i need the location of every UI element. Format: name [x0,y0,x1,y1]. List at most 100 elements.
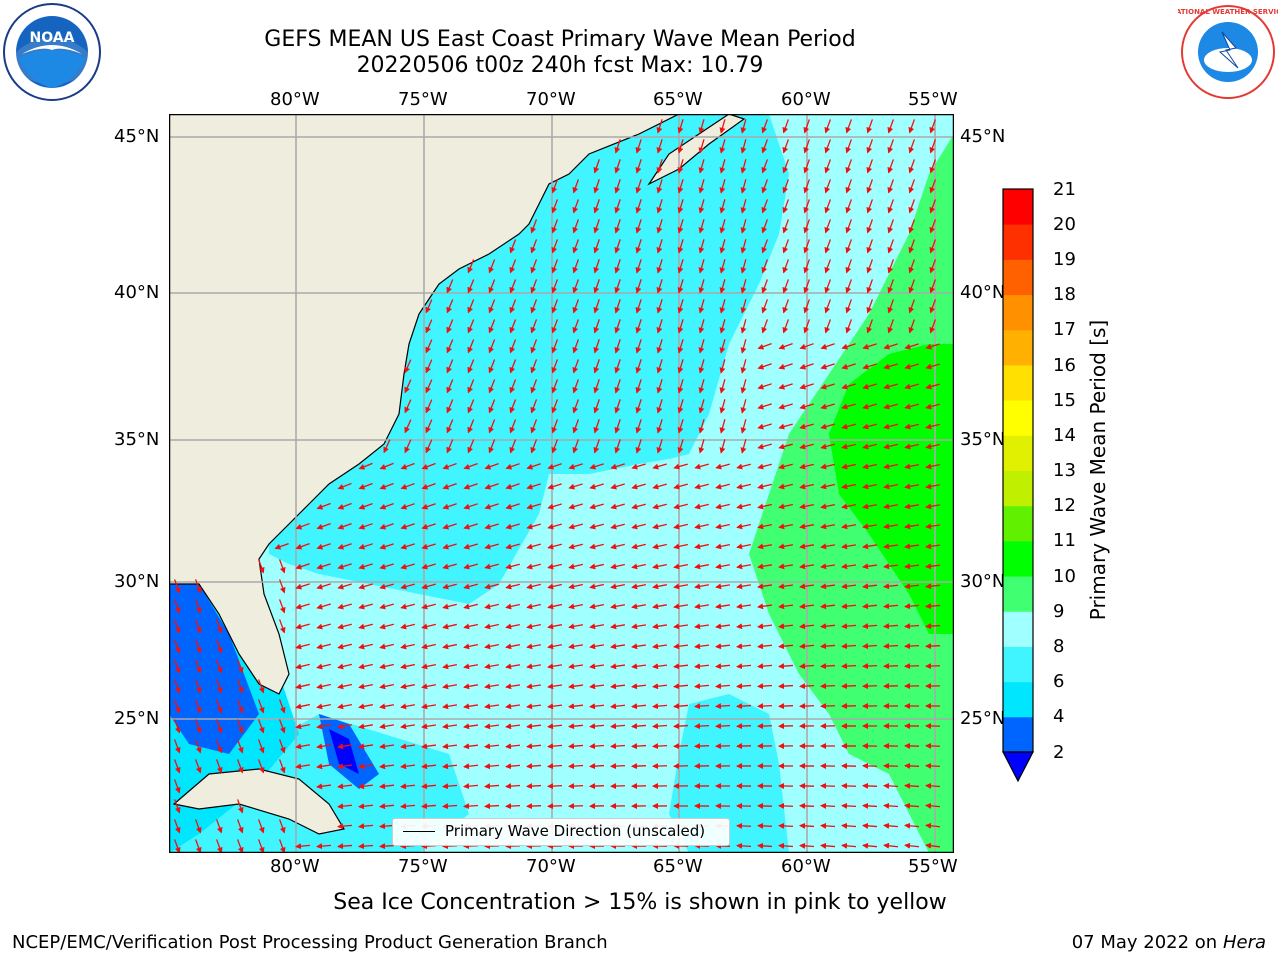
field-under-2 [329,729,359,774]
wave-arrow [904,383,919,390]
wave-arrow [551,339,559,354]
wave-arrow [589,723,605,730]
wave-arrow [442,683,458,690]
wave-arrow [442,462,457,470]
wave-arrow [568,563,583,570]
colorbar-label: Primary Wave Mean Period [s] [1086,319,1110,621]
wave-arrow [782,299,790,314]
wave-arrow [866,159,874,174]
wave-arrow [194,759,202,774]
wave-arrow [652,583,667,590]
wave-arrow [530,419,538,434]
wave-arrow [862,822,878,829]
wave-arrow [509,299,517,314]
wave-arrow [526,723,542,730]
wave-arrow [824,279,832,294]
wave-arrow [698,299,705,314]
wave-arrow [929,159,937,174]
wave-arrow [593,439,600,454]
wave-arrow [446,299,454,314]
wave-arrow [925,623,941,630]
wave-arrow [866,139,874,154]
lat-label-left: 40°N [114,282,160,303]
lon-label-bottom: 60°W [781,856,831,877]
wave-arrow [236,679,244,694]
wave-arrow [757,563,773,570]
wave-arrow [715,543,730,550]
wave-arrow [463,543,478,550]
wave-arrow [652,683,668,690]
wave-arrow [845,319,853,334]
wave-arrow [656,119,663,134]
wave-arrow [379,723,395,730]
wave-arrow [757,423,772,430]
wave-arrow [610,723,626,730]
wave-arrow [824,119,832,134]
wave-arrow [614,179,621,194]
wave-arrow [547,523,562,530]
wave-arrow [236,719,244,734]
wave-arrow [509,399,517,414]
wave-arrow [568,663,584,670]
wave-arrow [484,763,500,770]
wave-arrow [530,239,538,254]
wave-arrow [820,403,835,410]
wave-arrow [505,483,520,490]
footer-org: NCEP/EMC/Verification Post Processing Pr… [12,932,608,953]
wave-arrow [467,339,475,354]
wave-arrow [929,139,937,154]
wave-arrow [379,583,394,590]
wave-arrow [656,339,663,354]
wave-arrow [673,503,688,510]
wave-arrow [467,299,475,314]
wave-arrow [488,399,496,414]
wave-arrow [803,179,811,194]
wave-arrow [631,523,646,530]
wave-arrow [929,279,937,294]
wave-arrow [677,119,684,134]
wave-arrow [841,663,857,670]
wave-arrow [866,319,874,334]
legend-line-symbol [403,831,435,832]
wave-arrow [463,683,479,690]
wave-arrow [530,279,538,294]
wave-arrow [778,802,794,809]
wave-arrow [761,199,769,214]
wave-arrow [740,139,747,154]
wave-arrow [379,482,394,490]
wave-arrow [358,663,373,670]
wave-arrow [698,399,705,414]
wave-arrow [820,842,836,849]
wave-arrow [593,239,600,254]
wave-arrow [547,683,563,690]
lon-label-top: 55°W [908,89,958,110]
wave-arrow [719,199,726,214]
lat-label-right: 35°N [960,429,1006,450]
wave-arrow [400,803,416,810]
wave-arrow [631,483,646,490]
wave-arrow [568,763,584,770]
wave-arrow [278,839,286,853]
wave-arrow [421,783,437,790]
wave-arrow [841,423,856,430]
wave-arrow [568,643,584,650]
wave-arrow [358,462,373,470]
wave-arrow [719,259,726,274]
wave-arrow [925,563,941,570]
wave-arrow [484,783,500,790]
colorbar-tick: 4 [1053,706,1065,727]
colorbar-segment [1003,611,1033,647]
wave-arrow [673,623,689,630]
wave-arrow [547,503,562,510]
wave-arrow [778,443,793,450]
wave-arrow [547,703,563,710]
wave-arrow [778,523,793,530]
wave-arrow [257,719,265,734]
svg-text:NOAA: NOAA [30,30,75,46]
wave-arrow [316,543,331,550]
wave-arrow [782,259,790,274]
wave-arrow [778,463,793,470]
wave-arrow [757,583,773,590]
wave-arrow [442,803,458,810]
colorbar-segment [1003,681,1033,718]
